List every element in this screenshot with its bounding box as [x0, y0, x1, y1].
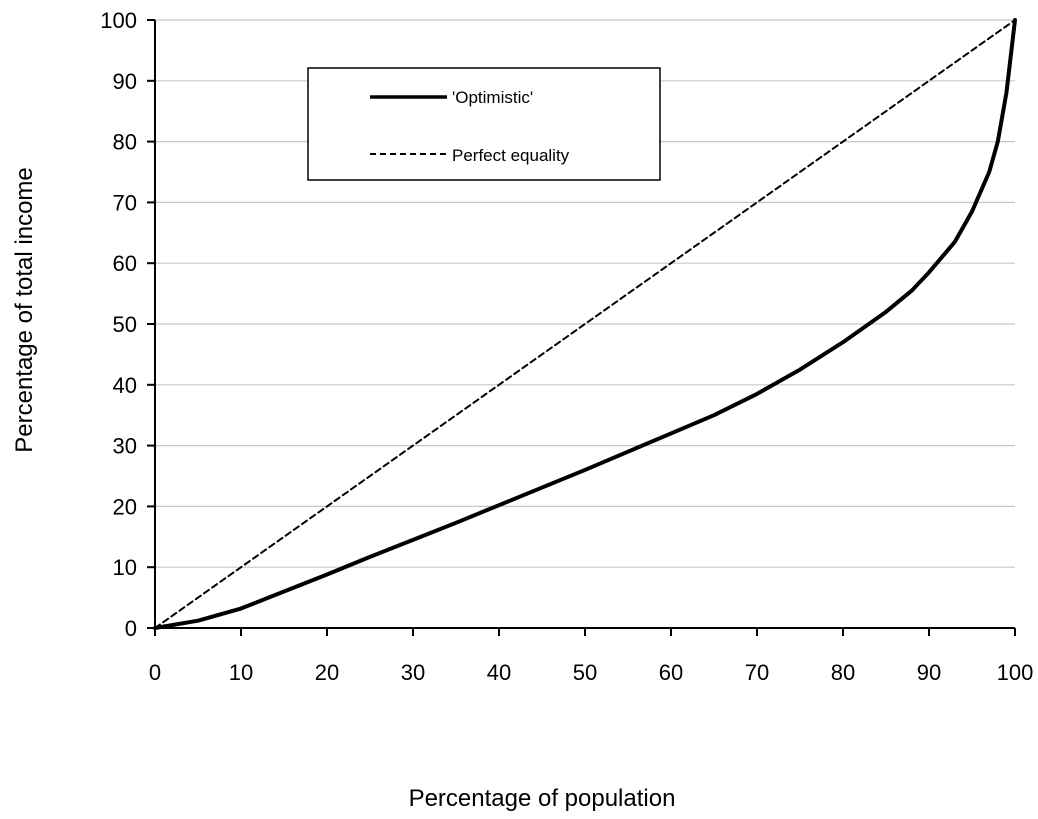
x-tick-label-50: 50: [573, 660, 597, 685]
y-tick-label-70: 70: [113, 190, 137, 215]
x-tick-label-30: 30: [401, 660, 425, 685]
x-tick-label-70: 70: [745, 660, 769, 685]
y-tick-label-10: 10: [113, 555, 137, 580]
x-tick-label-100: 100: [997, 660, 1034, 685]
x-axis-title: Percentage of population: [409, 785, 676, 812]
y-tick-label-30: 30: [113, 434, 137, 459]
y-tick-label-60: 60: [113, 251, 137, 276]
y-tick-label-0: 0: [125, 616, 137, 641]
series-line-perfect-equality: [154, 19, 1016, 629]
axes: [147, 19, 1016, 636]
series-lines: [153, 18, 1017, 630]
legend-label-perfect-equality: Perfect equality: [452, 146, 570, 165]
legend-box: [307, 67, 661, 181]
y-tick-label-50: 50: [113, 312, 137, 337]
y-tick-label-100: 100: [100, 8, 137, 33]
series-line-optimistic: [153, 18, 1017, 630]
y-axis-title: Percentage of total income: [11, 167, 38, 453]
legend-label-optimistic: 'Optimistic': [452, 88, 533, 107]
legend: 'Optimistic' Perfect equality: [307, 67, 661, 181]
x-tick-label-10: 10: [229, 660, 253, 685]
x-tick-label-80: 80: [831, 660, 855, 685]
y-tick-label-80: 80: [113, 130, 137, 155]
x-tick-label-40: 40: [487, 660, 511, 685]
y-tick-label-90: 90: [113, 69, 137, 94]
y-tick-label-20: 20: [113, 494, 137, 519]
y-tick-label-40: 40: [113, 373, 137, 398]
x-tick-label-0: 0: [149, 660, 161, 685]
x-tick-label-20: 20: [315, 660, 339, 685]
x-tick-label-90: 90: [917, 660, 941, 685]
tick-labels: 0 10 20 30 40 50 60 70 80 90 100 0 10 20 30 40 50 60 70 80 9…: [100, 8, 1033, 685]
x-tick-label-60: 60: [659, 660, 683, 685]
